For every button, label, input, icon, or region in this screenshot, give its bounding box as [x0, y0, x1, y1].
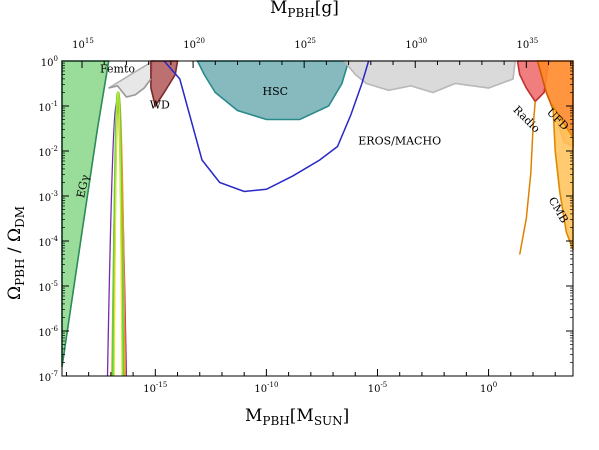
- y-tick-label: 10-7: [38, 370, 58, 384]
- y-axis-label: ΩPBH / ΩDM: [5, 206, 27, 300]
- label-eg: EGγ: [74, 173, 92, 199]
- constraint-regions: [61, 59, 574, 368]
- x-top-axis-label: MPBH[g]: [270, 0, 339, 20]
- curve-blue-constraint: [163, 60, 370, 193]
- region-eg: [61, 60, 110, 368]
- label-radio: Radio: [511, 103, 543, 135]
- y-tick-label: 10-2: [38, 145, 58, 159]
- peak-green: [111, 91, 125, 377]
- x-top-tick-label: 1035: [517, 37, 539, 51]
- label-hsc: HSC: [263, 85, 289, 98]
- x-bottom-tick-label: 10-5: [368, 381, 388, 395]
- x-top-tick-label: 1020: [183, 37, 205, 51]
- y-tick-label: 10-4: [38, 235, 58, 249]
- curve-radio-curve: [518, 101, 536, 255]
- region-eros-macho: [342, 60, 517, 94]
- y-tick-label: 100: [41, 55, 58, 69]
- constraint-curves: [108, 60, 536, 255]
- y-tick-label: 10-1: [38, 100, 58, 114]
- x-bottom-tick-label: 10-15: [143, 381, 167, 395]
- label-femto: Femto: [100, 62, 135, 75]
- y-tick-label: 10-5: [38, 280, 58, 294]
- peak-yellow: [113, 90, 123, 377]
- curve-gray-bump: [108, 78, 152, 98]
- region-hsc: [196, 60, 350, 121]
- x-top-tick-label: 1030: [405, 37, 427, 51]
- label-wd: WD: [150, 98, 170, 111]
- x-top-tick-label: 1025: [294, 37, 316, 51]
- x-bottom-tick-label: 10-10: [254, 381, 278, 395]
- x-top-tick-label: 1015: [72, 37, 94, 51]
- x-bottom-tick-label: 100: [480, 381, 497, 395]
- mass-function-peaks: [106, 90, 128, 377]
- x-bottom-axis-label: MPBH[MSUN]: [245, 406, 349, 428]
- label-eros-macho: EROS/MACHO: [358, 134, 441, 147]
- plot-frame: [61, 60, 574, 377]
- y-tick-label: 10-3: [38, 190, 58, 204]
- axis-ticks: 10-15 10-10 10-5 100 1015 1020 1025 1030 1035 100…: [38, 37, 573, 395]
- y-tick-label: 10-6: [38, 325, 58, 339]
